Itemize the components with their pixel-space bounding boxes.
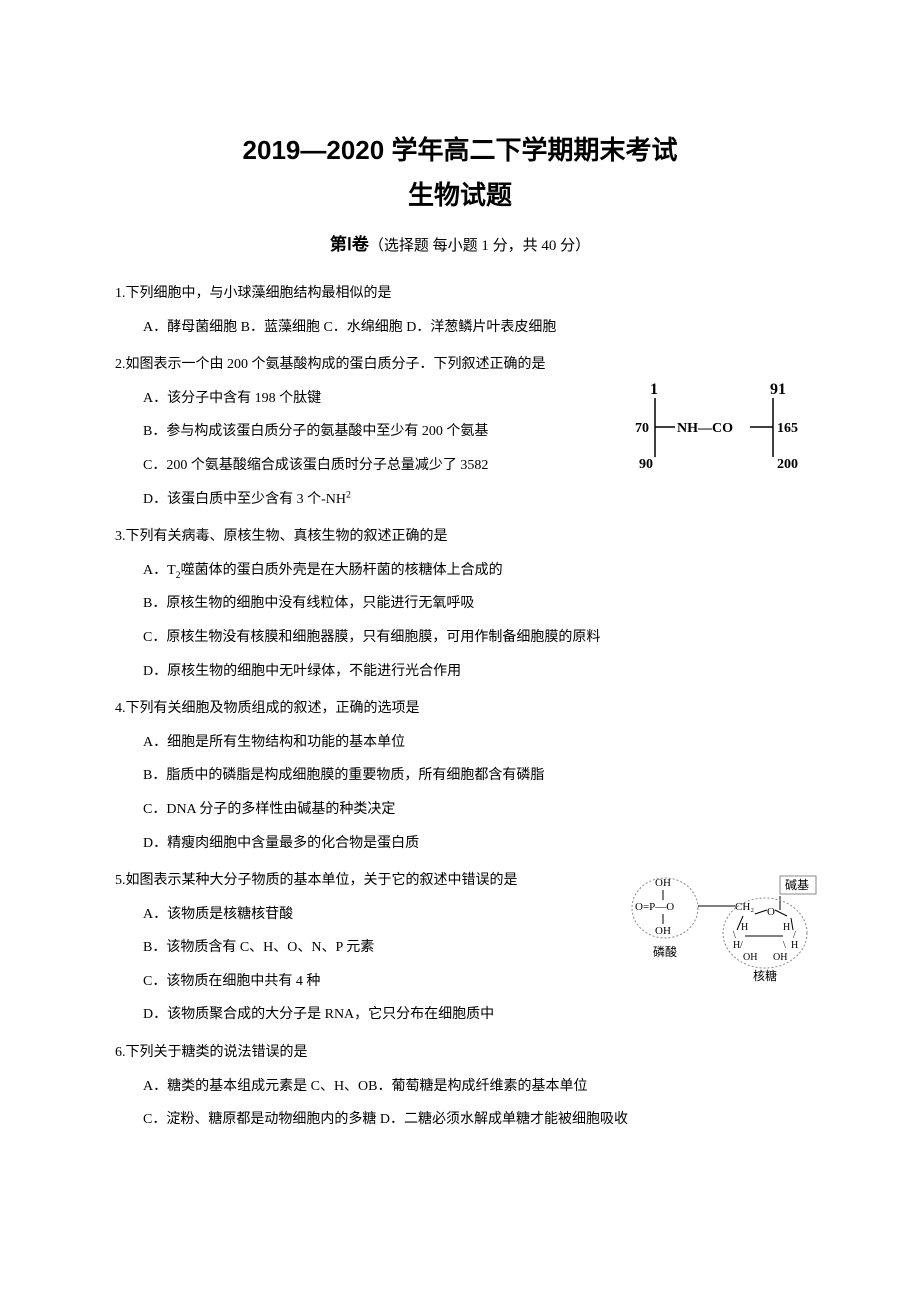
q6-line2: C．淀粉、糖原都是动物细胞内的多糖 D．二糖必须水解成单糖才能被细胞吸收 <box>143 1103 805 1137</box>
section-note: （选择题 每小题 1 分，共 40 分） <box>369 238 590 254</box>
fig-q2-n70: 70 <box>635 421 649 436</box>
fig-q2-n90: 90 <box>639 457 653 472</box>
fig-q5-h1: H <box>741 922 748 933</box>
fig-q2-n1: 1 <box>650 382 658 398</box>
fig-q5-base-label: 碱基 <box>785 878 809 892</box>
q3-opt-d: D．原核生物的细胞中无叶绿体，不能进行光合作用 <box>143 655 805 689</box>
section-bold: 第Ⅰ卷 <box>330 235 369 254</box>
question-2: 2.如图表示一个由 200 个氨基酸构成的蛋白质分子．下列叙述正确的是 A．该分… <box>115 348 805 516</box>
q4-opt-c: C．DNA 分子的多样性由碱基的种类决定 <box>143 793 805 827</box>
fig-q5-ch2: CH₂ <box>735 901 754 913</box>
fig-q2-n165: 165 <box>777 421 798 436</box>
q1-stem: 1.下列细胞中，与小球藻细胞结构最相似的是 <box>115 277 805 311</box>
q4-opt-d: D．精瘦肉细胞中含量最多的化合物是蛋白质 <box>143 827 805 861</box>
fig-q5-ribose-label: 核糖 <box>753 968 777 983</box>
fig-q5-h4: H <box>791 940 798 951</box>
fig-q5-h2: H <box>783 922 790 933</box>
q4-opt-b: B．脂质中的磷脂是构成细胞膜的重要物质，所有细胞都含有磷脂 <box>143 759 805 793</box>
q3-stem: 3.下列有关病毒、原核生物、真核生物的叙述正确的是 <box>115 520 805 554</box>
q3-opt-b: B．原核生物的细胞中没有线粒体，只能进行无氧呼吸 <box>143 587 805 621</box>
svg-text:\: \ <box>783 940 786 951</box>
q2-opt-d: D．该蛋白质中至少含有 3 个-NH2 <box>143 483 805 517</box>
q5-opt-d: D．该物质聚合成的大分子是 RNA，它只分布在细胞质中 <box>143 998 805 1032</box>
question-5: 5.如图表示某种大分子物质的基本单位，关于它的叙述中错误的是 A．该物质是核糖核… <box>115 864 805 1032</box>
svg-text:/: / <box>740 940 743 951</box>
fig-q5-oh1: OH <box>655 877 671 889</box>
exam-title-line1: 2019—2020 学年高二下学期期末考试 <box>115 130 805 167</box>
exam-title-line2: 生物试题 <box>115 175 805 212</box>
q6-stem: 6.下列关于糖类的说法错误的是 <box>115 1036 805 1070</box>
fig-q5-opo: O=P—O <box>635 901 674 913</box>
section-header: 第Ⅰ卷（选择题 每小题 1 分，共 40 分） <box>115 230 805 255</box>
fig-q2-n200: 200 <box>777 457 798 472</box>
question-3: 3.下列有关病毒、原核生物、真核生物的叙述正确的是 A．T2噬菌体的蛋白质外壳是… <box>115 520 805 688</box>
fig-q5-o: O <box>767 906 775 918</box>
q2-figure: 1 91 70 NH—CO 165 90 200 <box>635 382 805 472</box>
fig-q2-n91: 91 <box>770 382 786 398</box>
q3-opt-a: A．T2噬菌体的蛋白质外壳是在大肠杆菌的核糖体上合成的 <box>143 554 805 588</box>
q2-stem: 2.如图表示一个由 200 个氨基酸构成的蛋白质分子．下列叙述正确的是 <box>115 348 805 382</box>
fig-q5-oh4: OH <box>773 952 787 963</box>
question-1: 1.下列细胞中，与小球藻细胞结构最相似的是 A．酵母菌细胞 B．蓝藻细胞 C．水… <box>115 277 805 344</box>
fig-q5-oh2: OH <box>655 925 671 937</box>
q1-options: A．酵母菌细胞 B．蓝藻细胞 C．水绵细胞 D．洋葱鳞片叶表皮细胞 <box>143 311 805 345</box>
q6-line1: A．糖类的基本组成元素是 C、H、OB．葡萄糖是构成纤维素的基本单位 <box>143 1070 805 1104</box>
q5-figure: OH O=P—O OH 磷酸 碱基 CH₂ O <box>615 868 825 998</box>
fig-q5-phosphate-label: 磷酸 <box>653 944 677 959</box>
q4-stem: 4.下列有关细胞及物质组成的叙述，正确的选项是 <box>115 692 805 726</box>
fig-q5-oh3: OH <box>743 952 757 963</box>
question-4: 4.下列有关细胞及物质组成的叙述，正确的选项是 A．细胞是所有生物结构和功能的基… <box>115 692 805 860</box>
fig-q2-bond: NH—CO <box>677 421 733 436</box>
q3-opt-c: C．原核生物没有核膜和细胞器膜，只有细胞膜，可用作制备细胞膜的原料 <box>143 621 805 655</box>
q4-opt-a: A．细胞是所有生物结构和功能的基本单位 <box>143 726 805 760</box>
question-6: 6.下列关于糖类的说法错误的是 A．糖类的基本组成元素是 C、H、OB．葡萄糖是… <box>115 1036 805 1137</box>
